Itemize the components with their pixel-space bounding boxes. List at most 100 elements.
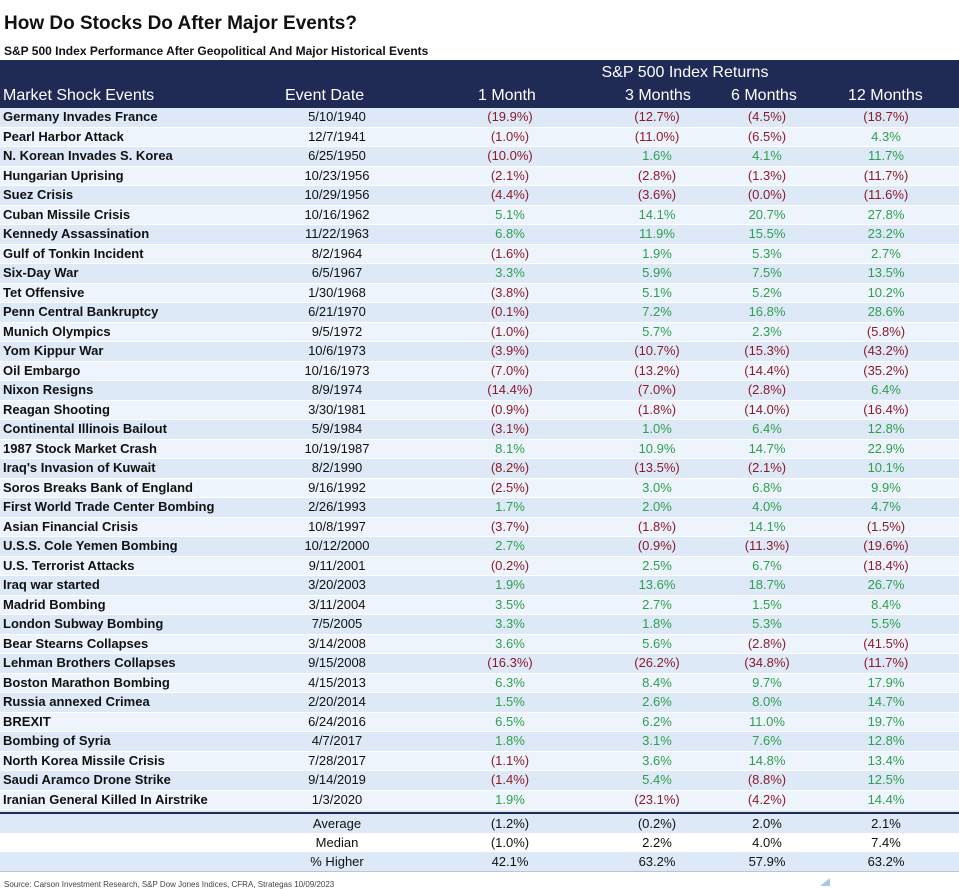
event-name: Oil Embargo <box>3 362 81 378</box>
event-date: 9/5/1972 <box>311 323 363 339</box>
return-12-months: 4.3% <box>871 128 901 144</box>
event-name: Tet Offensive <box>3 284 85 300</box>
return-12-months: 26.7% <box>867 577 905 592</box>
summary-3-months: 2.2% <box>642 835 672 850</box>
return-3-months: 5.9% <box>642 265 672 280</box>
event-name: North Korea Missile Crisis <box>3 752 165 768</box>
return-3-months: (0.9%) <box>637 538 677 553</box>
return-12-months: (16.4%) <box>863 401 909 417</box>
return-3-months: 10.9% <box>638 440 676 456</box>
event-date: 7/5/2005 <box>311 616 363 631</box>
event-date: 3/14/2008 <box>308 635 366 651</box>
table-row: Bombing of Syria 4/7/2017 1.8% 3.1% 7.6% 12.8… <box>0 732 959 752</box>
return-12-months: 28.6% <box>867 304 905 319</box>
return-3-months: 1.9% <box>642 245 672 261</box>
summary-label: % Higher <box>310 854 364 869</box>
return-6-months: 14.7% <box>748 440 786 456</box>
event-name: Madrid Bombing <box>3 596 106 612</box>
return-3-months: 2.7% <box>642 596 672 612</box>
return-12-months: 4.7% <box>871 499 901 514</box>
return-3-months: (12.7%) <box>634 109 680 124</box>
return-3-months: (2.8%) <box>637 167 677 183</box>
event-date: 6/5/1967 <box>311 265 363 280</box>
table-row: Boston Marathon Bombing 4/15/2013 6.3% 8.4%… <box>0 673 959 693</box>
return-6-months: (15.3%) <box>744 343 790 358</box>
return-1-month: 1.9% <box>495 577 525 592</box>
return-12-months: (35.2%) <box>863 362 909 378</box>
event-date: 10/23/1956 <box>304 167 370 183</box>
summary-12-months: 2.1% <box>871 816 901 831</box>
return-6-months: (2.8%) <box>747 382 787 397</box>
return-3-months: 1.0% <box>642 421 672 436</box>
return-3-months: (10.7%) <box>634 343 680 358</box>
return-1-month: (7.0%) <box>490 362 530 378</box>
event-date: 7/28/2017 <box>308 752 366 768</box>
event-date: 12/7/1941 <box>308 128 366 144</box>
return-6-months: 6.7% <box>752 557 782 573</box>
event-date: 2/20/2014 <box>308 694 366 709</box>
return-1-month: 1.8% <box>495 733 525 748</box>
return-12-months: 11.7% <box>868 148 904 163</box>
event-date: 5/10/1940 <box>308 109 366 124</box>
return-6-months: 15.5% <box>748 226 786 241</box>
return-3-months: (7.0%) <box>637 382 677 397</box>
summary-1-month: (1.2%) <box>490 816 530 831</box>
return-6-months: (34.8%) <box>744 655 790 670</box>
return-12-months: 13.5% <box>867 265 905 280</box>
return-1-month: (3.8%) <box>490 284 530 300</box>
return-12-months: (43.2%) <box>863 343 909 358</box>
event-name: Yom Kippur War <box>3 343 104 358</box>
summary-6-months: 4.0% <box>752 835 782 850</box>
table-row: Iraq's Invasion of Kuwait 8/2/1990 (8.2%) (… <box>0 459 959 479</box>
event-name: Reagan Shooting <box>3 401 110 417</box>
return-3-months: (13.2%) <box>634 362 680 378</box>
event-date: 11/22/1963 <box>304 226 370 241</box>
header-3-months: 3 Months <box>625 87 691 104</box>
event-date: 10/16/1962 <box>304 206 370 222</box>
return-12-months: (11.7%) <box>863 655 909 670</box>
return-6-months: (4.5%) <box>747 109 787 124</box>
return-3-months: (1.8%) <box>637 401 677 417</box>
return-6-months: 8.0% <box>752 694 782 709</box>
return-12-months: 12.5% <box>867 772 905 787</box>
return-6-months: 2.3% <box>752 323 782 339</box>
header-group-label: S&P 500 Index Returns <box>601 64 769 81</box>
return-6-months: 5.3% <box>752 616 782 631</box>
return-1-month: (2.5%) <box>490 479 530 495</box>
return-12-months: (19.6%) <box>863 538 909 553</box>
event-name: Continental Illinois Bailout <box>3 421 167 436</box>
return-1-month: (1.6%) <box>490 245 530 261</box>
return-1-month: 3.5% <box>495 596 525 612</box>
return-3-months: (3.6%) <box>637 187 677 202</box>
event-date: 4/15/2013 <box>308 674 366 690</box>
return-1-month: 5.1% <box>495 206 525 222</box>
return-1-month: (10.0%) <box>487 148 533 163</box>
event-name: U.S. Terrorist Attacks <box>3 557 135 573</box>
return-3-months: 5.6% <box>642 635 672 651</box>
event-name: BREXIT <box>3 713 51 729</box>
event-name: Gulf of Tonkin Incident <box>3 245 144 261</box>
return-12-months: 14.7% <box>867 694 905 709</box>
return-12-months: (1.5%) <box>866 518 906 534</box>
return-1-month: (19.9%) <box>487 109 533 124</box>
table-row: Hungarian Uprising 10/23/1956 (2.1%) (2.8%)… <box>0 166 959 186</box>
return-12-months: (18.4%) <box>863 557 909 573</box>
table-row: U.S. Terrorist Attacks 9/11/2001 (0.2%) 2.5… <box>0 556 959 576</box>
table-row: First World Trade Center Bombing 2/26/199… <box>0 498 959 518</box>
event-name: Iranian General Killed In Airstrike <box>3 791 208 807</box>
return-6-months: 7.5% <box>752 265 782 280</box>
event-name: Hungarian Uprising <box>3 167 124 183</box>
summary-row: % Higher 42.1% 63.2% 57.9% 63.2% <box>0 852 959 871</box>
return-3-months: 3.0% <box>642 479 672 495</box>
return-1-month: (1.4%) <box>490 772 530 787</box>
event-date: 9/14/2019 <box>308 772 366 787</box>
return-3-months: (23.1%) <box>634 791 680 807</box>
table-row: Six-Day War 6/5/1967 3.3% 5.9% 7.5% 13.5% <box>0 264 959 284</box>
table-row: Asian Financial Crisis 10/8/1997 (3.7%) (1.… <box>0 517 959 537</box>
table-row: Cuban Missile Crisis 10/16/1962 5.1% 14.1% 2… <box>0 205 959 225</box>
return-3-months: 3.6% <box>642 752 672 768</box>
return-1-month: (1.0%) <box>490 323 530 339</box>
event-name: Germany Invades France <box>3 109 158 124</box>
table-row: Tet Offensive 1/30/1968 (3.8%) 5.1% 5.2% 10.2… <box>0 283 959 303</box>
return-1-month: (2.1%) <box>490 167 530 183</box>
